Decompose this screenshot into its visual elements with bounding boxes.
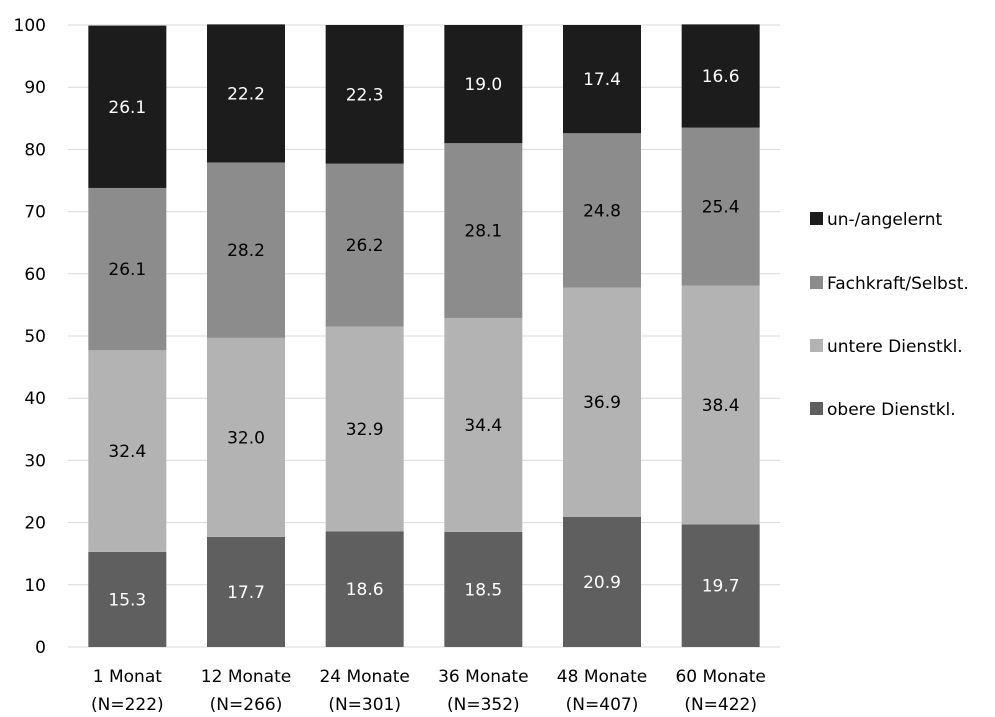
data-label: 18.6	[346, 580, 384, 600]
bar-segment	[207, 337, 285, 537]
bar-segment	[563, 287, 641, 518]
x-tick-label: 48 Monate	[557, 667, 647, 687]
bar-segment	[325, 25, 404, 164]
legend-label: Fachkraft/Selbst.	[827, 274, 969, 294]
legend-swatch	[810, 402, 823, 415]
data-label: 32.9	[346, 420, 384, 440]
legend: un-/angelernt Fachkraft/Selbst. untere Die…	[810, 210, 969, 420]
data-label: 16.6	[702, 67, 740, 87]
data-label: 26.2	[346, 236, 384, 256]
data-label: 34.4	[464, 416, 502, 436]
x-tick-label: 60 Monate	[675, 667, 765, 687]
bar-segment	[681, 127, 760, 286]
x-tick-label: 36 Monate	[438, 667, 528, 687]
data-label: 15.3	[108, 590, 146, 610]
y-tick-label: 0	[35, 638, 46, 658]
bar-segment	[207, 536, 285, 647]
x-tick-label: (N=407)	[566, 695, 639, 715]
x-tick-label: 12 Monate	[201, 667, 291, 687]
bar-segment	[207, 24, 285, 163]
bar-segment	[325, 163, 404, 327]
legend-swatch	[810, 276, 823, 289]
data-label: 32.0	[227, 428, 265, 448]
y-tick-label: 90	[24, 78, 46, 98]
data-label: 38.4	[702, 396, 740, 416]
bar-segment	[681, 285, 760, 525]
y-tick-label: 80	[24, 140, 46, 160]
x-tick-label: (N=422)	[684, 695, 757, 715]
legend-label: untere Dienstkl.	[827, 337, 963, 357]
bar-segment	[207, 162, 285, 338]
x-tick-label: 24 Monate	[319, 667, 409, 687]
bar-segment	[444, 143, 523, 318]
bar-segment	[563, 25, 641, 134]
bar-segment	[325, 531, 404, 647]
data-label: 18.5	[464, 580, 502, 600]
bar-segment	[88, 187, 167, 351]
x-tick-label: (N=222)	[91, 695, 164, 715]
y-tick-label: 40	[24, 389, 46, 409]
bar-segment	[88, 551, 167, 647]
y-tick-label: 10	[24, 576, 46, 596]
y-axis-ticks: 0 10 20 30 40 50 60 70 80 90 100	[14, 16, 46, 658]
bar-segment	[563, 133, 641, 288]
data-label: 25.4	[702, 198, 740, 218]
bar-segment	[681, 24, 760, 128]
data-label: 19.7	[702, 577, 740, 597]
y-tick-label: 100	[14, 16, 46, 36]
data-label: 28.1	[464, 222, 502, 242]
data-label: 17.7	[227, 583, 265, 603]
bar-segment	[681, 524, 760, 647]
data-label: 20.9	[583, 573, 621, 593]
legend-label: un-/angelernt	[827, 210, 942, 230]
bar-segment	[88, 25, 167, 188]
bar-segment	[88, 350, 167, 552]
x-tick-label: (N=352)	[447, 695, 520, 715]
y-tick-label: 20	[24, 514, 46, 534]
data-label: 22.2	[227, 84, 265, 104]
data-label: 26.1	[108, 260, 146, 280]
data-label: 19.0	[464, 75, 502, 95]
y-tick-label: 70	[24, 203, 46, 223]
bar-segment	[444, 25, 523, 144]
data-label: 24.8	[583, 201, 621, 221]
x-tick-label: (N=301)	[328, 695, 401, 715]
bar-segment	[325, 326, 404, 532]
x-tick-label: (N=266)	[210, 695, 283, 715]
legend-label: obere Dienstkl.	[827, 400, 956, 420]
bar-segment	[444, 317, 523, 532]
data-label: 36.9	[583, 393, 621, 413]
data-label: 28.2	[227, 241, 265, 261]
data-label: 26.1	[108, 98, 146, 118]
legend-swatch	[810, 339, 823, 352]
data-label: 17.4	[583, 70, 621, 90]
y-tick-label: 30	[24, 451, 46, 471]
legend-swatch	[810, 212, 823, 225]
y-tick-label: 50	[24, 327, 46, 347]
data-labels: 15.3 32.4 26.1 26.1 17.7 32.0 28.2 22.2 18.6 32.9…	[108, 67, 739, 610]
x-tick-label: 1 Monat	[93, 667, 162, 687]
gridlines	[68, 24, 780, 648]
bars	[88, 24, 760, 647]
bar-segment	[444, 531, 523, 647]
data-label: 32.4	[108, 442, 146, 462]
bar-segment	[563, 517, 641, 647]
y-tick-label: 60	[24, 265, 46, 285]
data-label: 22.3	[346, 85, 384, 105]
x-axis-ticks: 1 Monat (N=222) 12 Monate (N=266) 24 Monate (…	[91, 667, 766, 715]
